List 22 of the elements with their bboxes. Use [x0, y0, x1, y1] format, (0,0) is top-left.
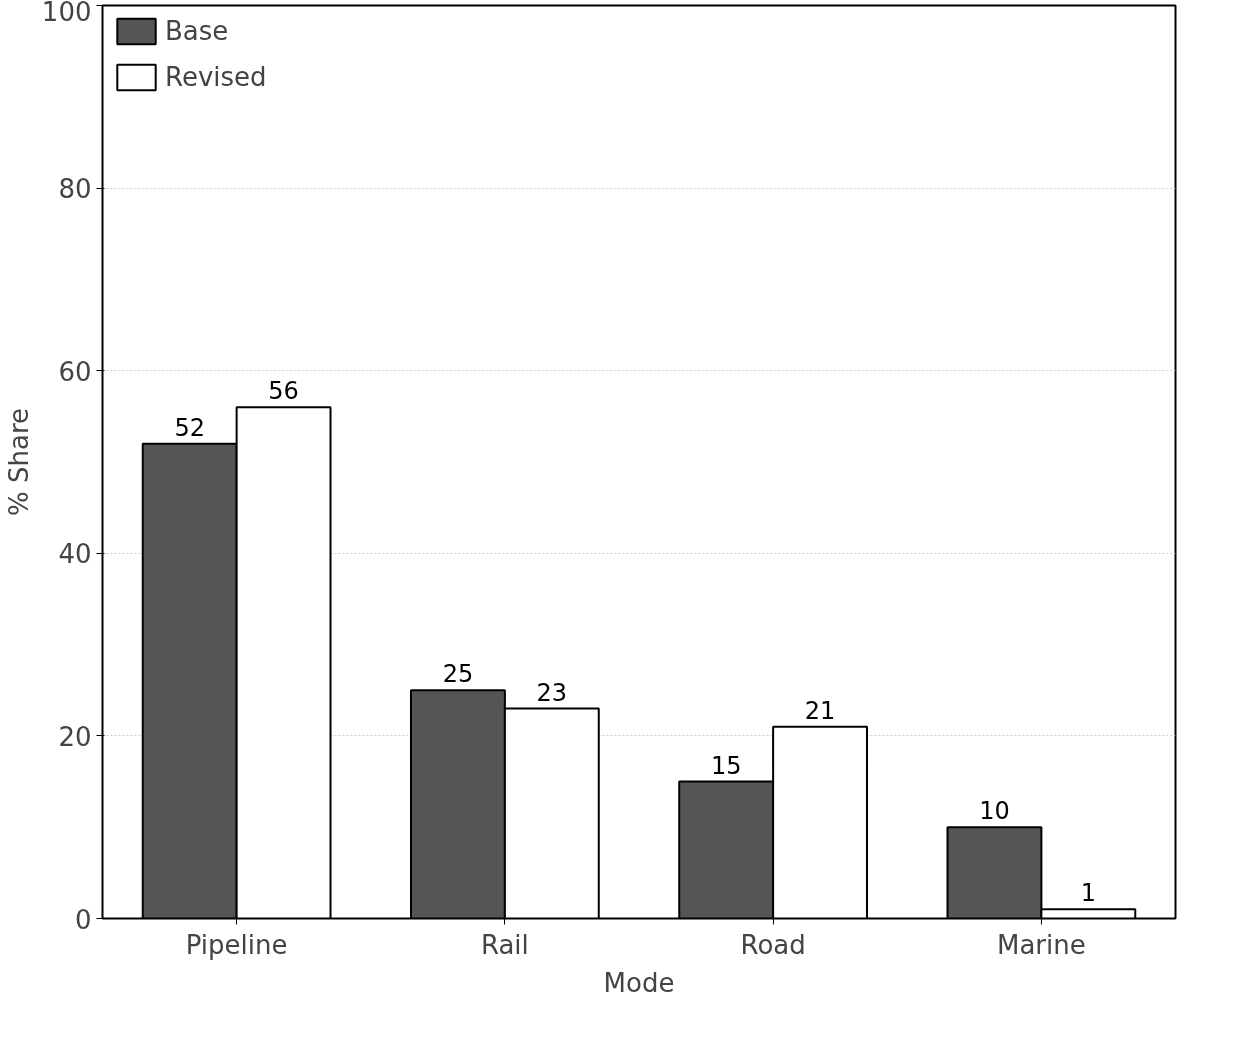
y-axis-title: % Share: [3, 408, 34, 516]
y-tick-label: 0: [74, 904, 92, 935]
data-label: 10: [979, 797, 1010, 826]
x-tick-label: Rail: [480, 929, 529, 960]
y-tick-label: 100: [41, 0, 92, 27]
x-axis-title: Mode: [603, 967, 675, 998]
legend-label: Revised: [165, 62, 267, 92]
data-label: 21: [804, 696, 836, 725]
legend-label: Base: [165, 16, 229, 46]
data-label: 1: [1080, 879, 1096, 908]
data-label: 25: [442, 660, 474, 689]
y-tick-label: 20: [58, 721, 92, 752]
y-tick-label: 60: [58, 356, 92, 387]
y-tick-label: 80: [58, 174, 92, 205]
x-tick-label: Marine: [997, 929, 1086, 960]
y-tick-label: 40: [58, 539, 92, 570]
x-tick-label: Pipeline: [185, 929, 288, 960]
data-label: 52: [174, 413, 205, 442]
data-label: 56: [268, 377, 299, 406]
data-label: 23: [536, 678, 568, 707]
x-tick-label: Road: [740, 929, 806, 960]
data-label: 15: [710, 751, 742, 780]
